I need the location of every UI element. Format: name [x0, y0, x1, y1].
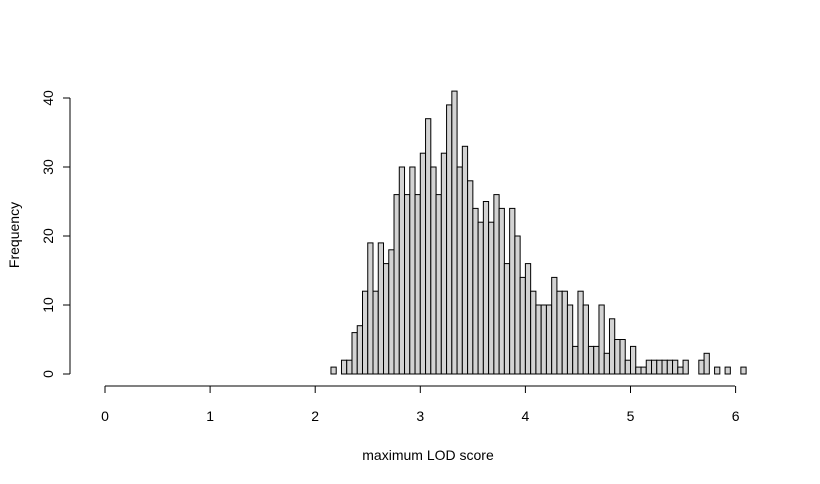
x-axis-label: maximum LOD score — [362, 447, 494, 463]
histogram-bar — [351, 332, 358, 375]
histogram-bar — [393, 194, 400, 375]
histogram-bar — [367, 242, 374, 375]
histogram-bar — [645, 359, 653, 375]
histogram-bar — [498, 207, 505, 375]
histogram-bar — [477, 221, 484, 375]
x-tick-label: 5 — [627, 408, 635, 424]
histogram-bar — [608, 318, 616, 375]
histogram-bar — [451, 90, 458, 375]
histogram-bar — [556, 290, 563, 375]
x-tick-label: 2 — [311, 408, 319, 424]
histogram-bar — [724, 366, 731, 375]
histogram-bar — [624, 359, 631, 375]
histogram-bar — [435, 194, 442, 375]
histogram-bar — [698, 359, 705, 375]
histogram-bar — [362, 290, 369, 375]
x-tick-label: 0 — [101, 408, 109, 424]
histogram-bar — [330, 366, 337, 375]
histogram-bar — [372, 290, 379, 375]
histogram-bar — [598, 304, 605, 375]
histogram-bar — [377, 242, 385, 375]
x-tick-label: 3 — [416, 408, 424, 424]
histogram-bar — [614, 339, 621, 375]
histogram-bar — [656, 359, 663, 375]
histogram-bar — [461, 145, 469, 375]
histogram-bar — [519, 276, 526, 375]
histogram-bar — [446, 104, 453, 375]
histogram-bar — [640, 366, 647, 375]
y-tick-label: 30 — [40, 159, 56, 175]
histogram-bar — [572, 345, 579, 375]
histogram-bar — [682, 359, 689, 375]
histogram-bar — [535, 304, 542, 375]
histogram-bar — [651, 359, 658, 375]
histogram-bar — [340, 359, 348, 375]
histogram-bar — [587, 345, 595, 375]
y-axis-ticks: 0 10 20 30 40 — [40, 90, 70, 378]
histogram-bar — [388, 249, 395, 375]
histogram-bar — [472, 207, 479, 375]
histogram-bar — [356, 325, 363, 375]
y-tick-label: 20 — [40, 228, 56, 244]
x-tick-label: 4 — [522, 408, 530, 424]
histogram-bar — [456, 166, 463, 375]
x-tick-label: 6 — [732, 408, 740, 424]
histogram-bar — [672, 359, 679, 375]
histogram-bar — [509, 207, 516, 375]
y-tick-label: 0 — [40, 370, 56, 378]
histogram-bar — [714, 366, 721, 375]
histogram-bar — [740, 366, 747, 375]
histogram-bar — [619, 339, 626, 375]
histogram-bar — [630, 345, 637, 375]
histogram-bar — [703, 352, 710, 375]
histogram-bar — [524, 263, 532, 375]
histogram-bar — [577, 290, 584, 375]
histogram-bars — [330, 90, 747, 375]
histogram-bar — [661, 359, 668, 375]
histogram-bar — [467, 180, 474, 375]
histogram-bar — [383, 263, 390, 375]
histogram-bar — [635, 366, 642, 375]
histogram-bar — [425, 118, 432, 375]
y-tick-label: 10 — [40, 297, 56, 313]
histogram-bar — [346, 359, 353, 375]
histogram-bar — [440, 152, 448, 375]
histogram-bar — [540, 304, 547, 375]
histogram-bar — [430, 166, 437, 375]
histogram-bar — [398, 166, 406, 375]
histogram-bar — [414, 194, 421, 375]
y-axis-label: Frequency — [6, 202, 22, 268]
histogram-bar — [561, 290, 568, 375]
histogram-bar — [666, 359, 674, 375]
histogram-bar — [404, 194, 411, 375]
histogram-bar — [514, 235, 521, 375]
histogram-bar — [551, 276, 558, 375]
histogram-bar — [582, 304, 589, 375]
histogram-bar — [488, 221, 495, 375]
histogram-bar — [493, 194, 500, 375]
histogram-bar — [419, 152, 427, 375]
x-tick-label: 1 — [206, 408, 214, 424]
histogram-bar — [545, 304, 553, 375]
y-tick-label: 40 — [40, 90, 56, 106]
histogram-bar — [677, 366, 684, 375]
x-axis-ticks: 0 1 2 3 4 5 6 — [101, 386, 740, 424]
histogram-bar — [593, 345, 600, 375]
histogram-bar — [603, 352, 610, 375]
histogram-bar — [482, 201, 490, 375]
histogram-bar — [566, 304, 574, 375]
histogram-bar — [530, 290, 537, 375]
histogram-bar — [503, 263, 511, 375]
histogram-bar — [409, 166, 416, 375]
